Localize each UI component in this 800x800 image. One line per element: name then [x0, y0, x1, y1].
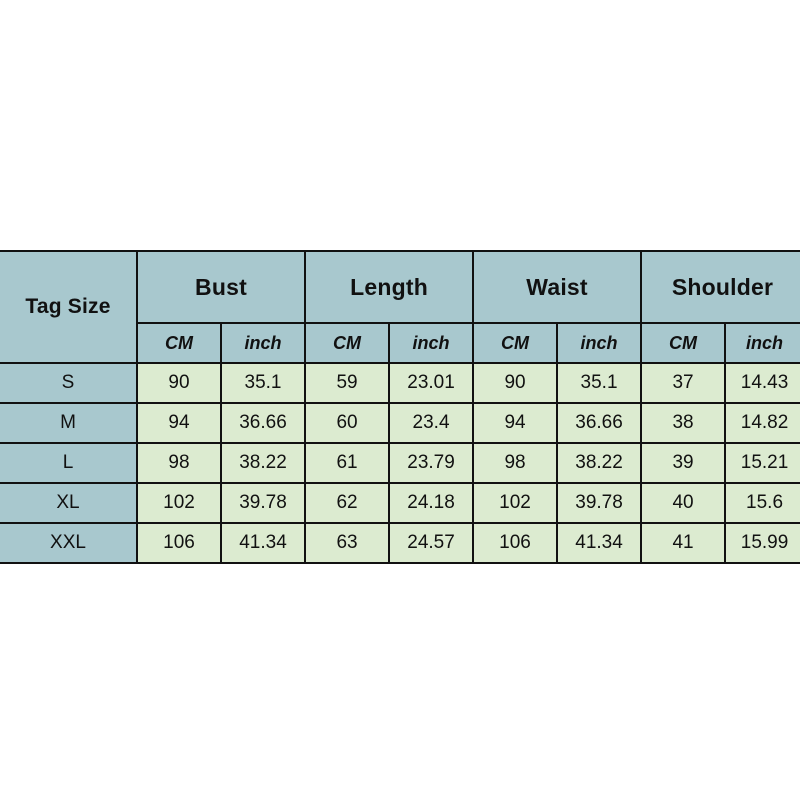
table-body: S 90 35.1 59 23.01 90 35.1 37 14.43 M 94… [0, 362, 800, 564]
cell-length-inch: 24.18 [388, 482, 475, 524]
cell-shoulder-cm: 37 [640, 362, 727, 404]
row-size-label: M [0, 402, 138, 444]
cell-shoulder-cm: 40 [640, 482, 727, 524]
column-group-shoulder: Shoulder [640, 250, 800, 324]
table-row: XL 102 39.78 62 24.18 102 39.78 40 15.6 [0, 482, 800, 524]
cell-bust-cm: 102 [136, 482, 222, 524]
cell-waist-cm: 94 [472, 402, 559, 444]
row-size-label: XL [0, 482, 138, 524]
unit-header-bust-cm: CM [137, 322, 222, 364]
table-row: M 94 36.66 60 23.4 94 36.66 38 14.82 [0, 402, 800, 444]
column-group-waist: Waist [472, 250, 643, 324]
unit-header-waist-cm: CM [472, 322, 559, 364]
cell-waist-cm: 102 [472, 482, 559, 524]
unit-header-bust-inch: inch [219, 322, 307, 364]
cell-waist-cm: 90 [472, 362, 559, 404]
cell-waist-cm: 98 [472, 442, 559, 484]
cell-shoulder-cm: 38 [640, 402, 727, 444]
cell-waist-inch: 41.34 [556, 522, 643, 564]
cell-waist-inch: 38.22 [556, 442, 643, 484]
header-row-units: CM inch CM inch CM inch CM inch [0, 322, 800, 364]
cell-shoulder-inch: 15.6 [724, 482, 800, 524]
unit-header-length-inch: inch [388, 322, 475, 364]
column-group-length: Length [304, 250, 475, 324]
table-row: S 90 35.1 59 23.01 90 35.1 37 14.43 [0, 362, 800, 404]
cell-length-cm: 63 [304, 522, 391, 564]
cell-waist-cm: 106 [472, 522, 559, 564]
cell-waist-inch: 35.1 [556, 362, 643, 404]
cell-shoulder-cm: 41 [640, 522, 727, 564]
unit-header-waist-inch: inch [556, 322, 643, 364]
row-size-label: XXL [0, 522, 138, 564]
row-size-label: L [0, 442, 138, 484]
table-row: L 98 38.22 61 23.79 98 38.22 39 15.21 [0, 442, 800, 484]
cell-bust-cm: 98 [136, 442, 222, 484]
cell-length-inch: 23.01 [388, 362, 475, 404]
unit-header-shoulder-inch: inch [724, 322, 800, 364]
cell-length-inch: 23.79 [388, 442, 475, 484]
cell-waist-inch: 36.66 [556, 402, 643, 444]
cell-shoulder-cm: 39 [640, 442, 727, 484]
cell-shoulder-inch: 14.43 [724, 362, 800, 404]
cell-length-inch: 24.57 [388, 522, 475, 564]
table-header: Tag Size Bust Length Waist Shoulder CM i… [0, 250, 800, 364]
size-chart-table: Tag Size Bust Length Waist Shoulder CM i… [0, 250, 800, 564]
cell-shoulder-inch: 15.99 [724, 522, 800, 564]
cell-bust-cm: 90 [136, 362, 222, 404]
cell-length-cm: 59 [304, 362, 391, 404]
cell-length-cm: 62 [304, 482, 391, 524]
cell-bust-inch: 39.78 [219, 482, 307, 524]
cell-bust-cm: 94 [136, 402, 222, 444]
cell-bust-inch: 38.22 [219, 442, 307, 484]
cell-length-inch: 23.4 [388, 402, 475, 444]
cell-shoulder-inch: 14.82 [724, 402, 800, 444]
column-header-tag-size: Tag Size [0, 250, 138, 364]
cell-bust-cm: 106 [136, 522, 222, 564]
header-row-groups: Tag Size Bust Length Waist Shoulder [0, 250, 800, 364]
cell-shoulder-inch: 15.21 [724, 442, 800, 484]
cell-bust-inch: 41.34 [219, 522, 307, 564]
cell-bust-inch: 36.66 [219, 402, 307, 444]
cell-waist-inch: 39.78 [556, 482, 643, 524]
column-group-bust: Bust [135, 250, 307, 324]
cell-length-cm: 60 [304, 402, 391, 444]
table-row: XXL 106 41.34 63 24.57 106 41.34 41 15.9… [0, 522, 800, 564]
unit-header-shoulder-cm: CM [640, 322, 727, 364]
unit-header-length-cm: CM [304, 322, 391, 364]
cell-length-cm: 61 [304, 442, 391, 484]
row-size-label: S [0, 362, 138, 404]
cell-bust-inch: 35.1 [219, 362, 307, 404]
